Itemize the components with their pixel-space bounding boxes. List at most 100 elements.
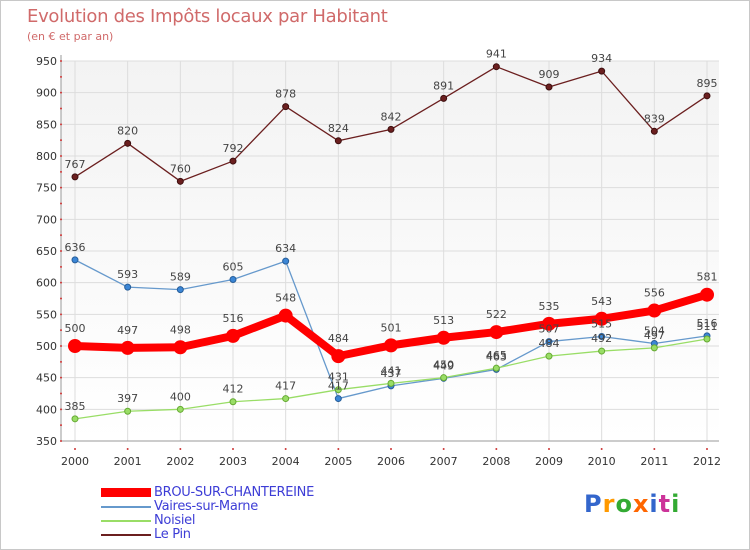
y-minor-tick	[60, 408, 62, 411]
data-point	[334, 395, 342, 403]
data-label: 593	[117, 268, 138, 281]
y-minor-tick	[60, 297, 62, 300]
proxiti-logo: Proxiti	[584, 490, 680, 518]
x-tick-label: 2003	[219, 455, 247, 468]
x-minor-tick	[495, 448, 498, 450]
x-tick-label: 2009	[535, 455, 563, 468]
data-point	[700, 287, 714, 302]
data-label: 501	[381, 321, 402, 334]
logo-letter: P	[584, 490, 603, 518]
x-tick-label: 2002	[166, 455, 194, 468]
y-tick-label: 600	[36, 277, 57, 290]
x-minor-tick	[179, 448, 182, 450]
data-label: 441	[381, 364, 402, 377]
data-point	[278, 308, 293, 323]
data-label: 824	[328, 122, 349, 135]
x-tick-label: 2010	[588, 455, 616, 468]
legend-label: BROU-SUR-CHANTEREINE	[154, 485, 314, 500]
data-point	[492, 364, 500, 372]
x-minor-tick	[337, 448, 340, 450]
data-point	[282, 395, 290, 403]
data-label: 909	[539, 68, 560, 81]
y-tick-label: 400	[36, 403, 57, 416]
data-label: 581	[697, 271, 718, 284]
data-point	[282, 257, 290, 265]
legend-label: Le Pin	[154, 527, 191, 542]
data-point	[124, 407, 132, 415]
y-minor-tick	[60, 75, 62, 78]
logo-letter: r	[602, 490, 616, 518]
y-tick-label: 750	[36, 182, 57, 195]
data-point	[703, 92, 711, 100]
data-label: 498	[170, 323, 191, 336]
logo-letter: t	[658, 490, 672, 518]
logo-letter: i	[649, 490, 659, 518]
y-tick-label: 450	[36, 372, 57, 385]
data-label: 941	[486, 48, 507, 61]
data-point	[68, 339, 82, 353]
y-minor-tick	[60, 424, 62, 427]
data-label: 760	[170, 162, 191, 175]
data-point	[124, 139, 132, 147]
data-label: 463	[486, 350, 507, 363]
data-point	[440, 374, 448, 382]
y-minor-tick	[60, 265, 62, 268]
data-label: 417	[328, 380, 349, 393]
data-point	[176, 286, 184, 294]
x-tick-label: 2012	[693, 455, 721, 468]
x-minor-tick	[284, 448, 287, 450]
x-minor-tick	[706, 448, 708, 450]
y-minor-tick	[60, 202, 62, 205]
data-label: 891	[433, 79, 454, 92]
y-tick-label: 850	[36, 118, 57, 131]
y-minor-tick	[60, 123, 62, 126]
data-label: 504	[644, 324, 665, 337]
x-tick-label: 2011	[640, 455, 668, 468]
legend-swatch	[101, 506, 151, 508]
x-tick-label: 2007	[430, 455, 458, 468]
logo-letter: i	[671, 490, 681, 518]
data-label: 484	[539, 337, 560, 350]
data-label: 589	[170, 271, 191, 284]
data-point	[384, 338, 398, 353]
data-label: 634	[275, 242, 296, 255]
logo-letter: o	[615, 490, 633, 518]
y-minor-tick	[60, 360, 62, 363]
data-label: 465	[486, 349, 507, 362]
y-minor-tick	[60, 281, 62, 284]
data-label: 535	[539, 300, 560, 313]
y-tick-label: 550	[36, 308, 57, 321]
y-minor-tick	[60, 91, 62, 94]
data-point	[703, 335, 711, 343]
data-point	[545, 338, 553, 346]
data-label: 522	[486, 308, 507, 321]
data-point	[176, 177, 184, 185]
data-label: 556	[644, 287, 665, 300]
y-minor-tick	[60, 250, 62, 252]
data-label: 449	[433, 359, 454, 372]
x-minor-tick	[442, 448, 445, 450]
y-minor-tick	[60, 376, 62, 379]
data-label: 492	[591, 332, 612, 345]
y-minor-tick	[60, 440, 62, 442]
data-point	[173, 340, 188, 355]
y-minor-tick	[60, 155, 62, 157]
y-minor-tick	[60, 345, 62, 347]
data-label: 516	[697, 317, 718, 330]
data-label: 543	[591, 295, 612, 308]
data-label: 385	[65, 400, 86, 413]
y-tick-label: 900	[36, 87, 57, 100]
data-point	[229, 157, 237, 165]
data-label: 839	[644, 112, 665, 125]
data-point	[229, 398, 237, 406]
data-point	[334, 386, 342, 394]
data-point	[120, 340, 135, 355]
y-minor-tick	[60, 218, 62, 221]
data-label: 412	[223, 383, 244, 396]
x-minor-tick	[126, 448, 129, 450]
data-label: 431	[328, 371, 349, 384]
data-label: 548	[275, 292, 296, 305]
data-label: 497	[117, 324, 138, 337]
